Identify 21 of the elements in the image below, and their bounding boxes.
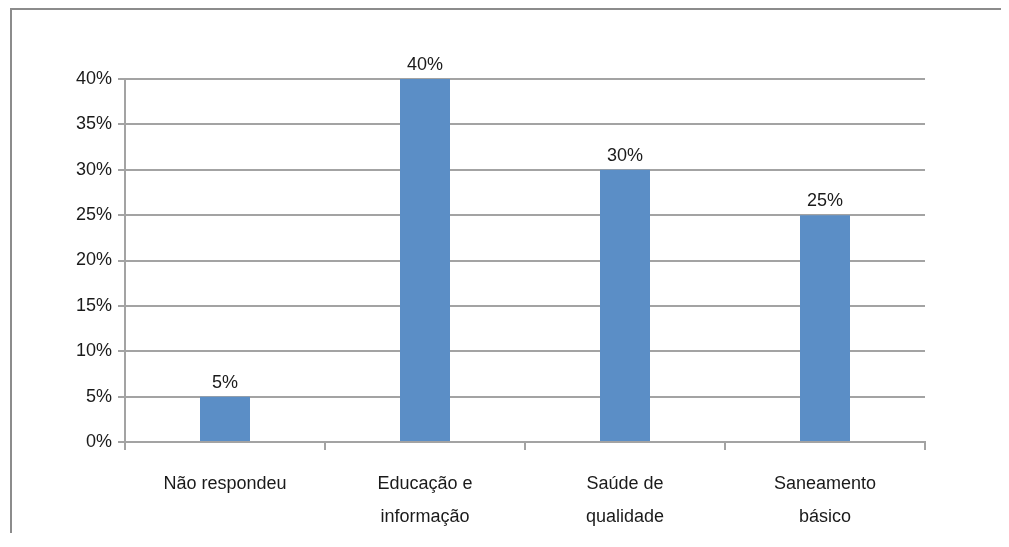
bar — [800, 215, 850, 441]
y-tick-label: 0% — [85, 430, 112, 451]
bar — [200, 396, 250, 441]
x-tick-label: Não respondeu — [163, 473, 287, 494]
x-tick-label: Saneamento básico — [773, 473, 877, 526]
bar — [600, 169, 650, 441]
y-tick-label: 15% — [75, 294, 112, 315]
data-label: 5% — [211, 371, 239, 392]
y-tick-label: 40% — [75, 67, 112, 88]
y-tick-label: 35% — [75, 113, 112, 134]
x-tick-label: Educação e informação — [377, 473, 473, 526]
y-tick-label: 5% — [85, 385, 112, 406]
y-tick-label: 30% — [75, 158, 112, 179]
data-label: 40% — [406, 53, 444, 74]
bar — [400, 79, 450, 441]
x-tick-label: Saúde de qualidade — [585, 473, 665, 526]
data-label: 30% — [606, 144, 644, 165]
y-tick-label: 20% — [75, 249, 112, 270]
y-tick-label: 25% — [75, 204, 112, 225]
y-tick-label: 10% — [75, 340, 112, 361]
data-label: 25% — [806, 190, 844, 211]
